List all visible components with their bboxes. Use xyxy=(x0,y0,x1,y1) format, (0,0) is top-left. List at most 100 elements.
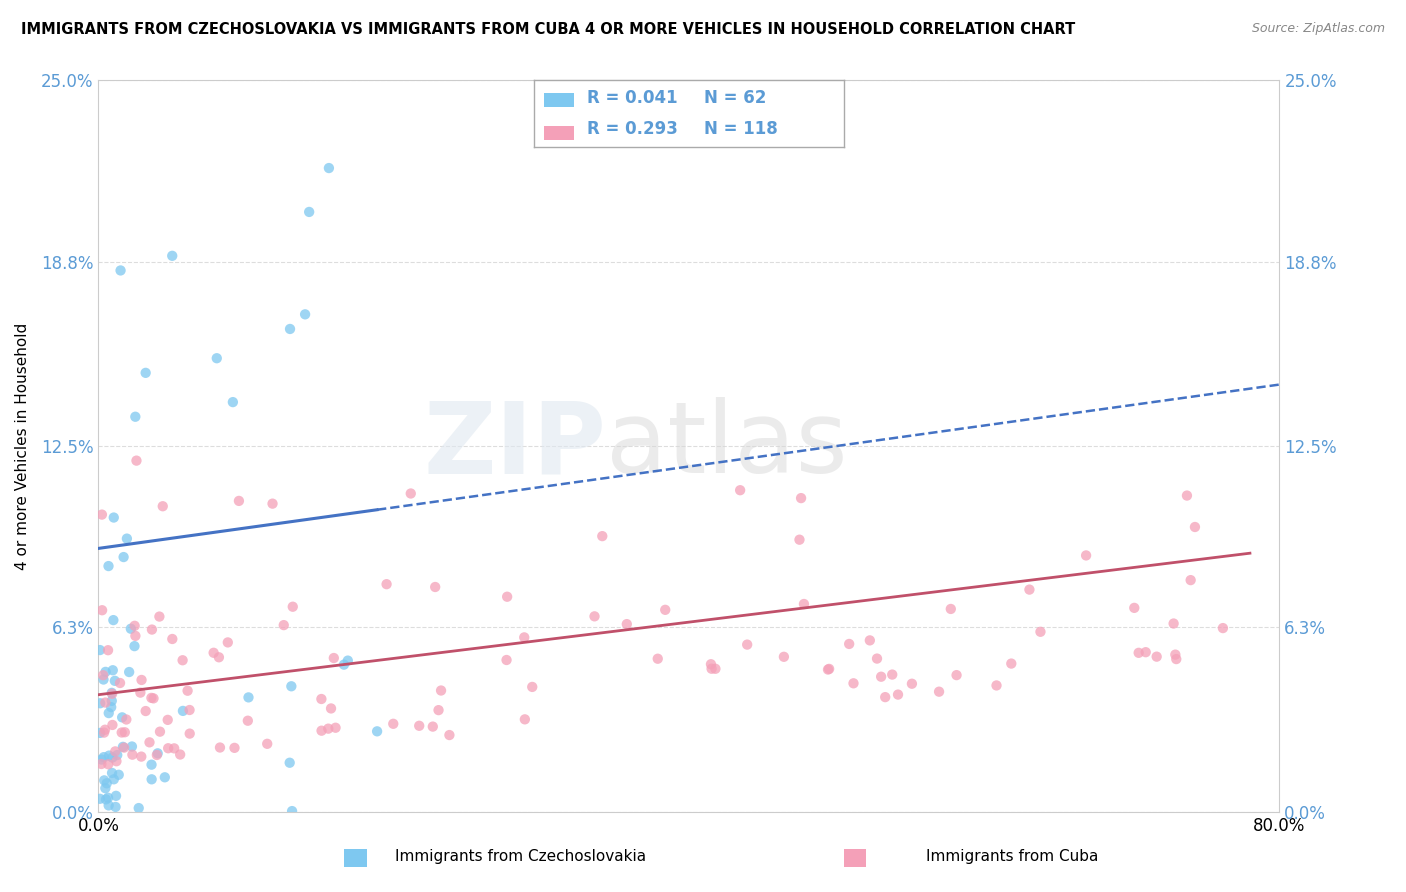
Point xyxy=(382,716,405,731)
Point xyxy=(887,688,910,702)
Point xyxy=(100,686,122,700)
Point xyxy=(89,643,111,657)
Point xyxy=(90,508,112,522)
Point xyxy=(141,623,163,637)
Point xyxy=(162,249,183,263)
Point xyxy=(789,533,811,547)
Point xyxy=(325,721,347,735)
Point xyxy=(105,754,128,768)
Point xyxy=(135,366,157,380)
Point xyxy=(278,756,301,770)
Point xyxy=(1123,600,1146,615)
Point xyxy=(728,483,751,498)
Point xyxy=(281,599,304,614)
Point xyxy=(1029,624,1052,639)
Point xyxy=(366,724,388,739)
Point xyxy=(101,663,124,677)
Point xyxy=(1180,573,1202,587)
Point xyxy=(94,665,117,679)
Point xyxy=(238,690,260,705)
Text: Source: ZipAtlas.com: Source: ZipAtlas.com xyxy=(1251,22,1385,36)
Point xyxy=(179,726,201,740)
Point xyxy=(97,757,120,772)
Point xyxy=(97,798,120,813)
Point xyxy=(114,725,136,739)
Point xyxy=(104,800,127,814)
Point xyxy=(101,687,124,701)
Point xyxy=(153,770,176,784)
Point xyxy=(439,728,461,742)
Point xyxy=(1164,648,1187,662)
Point xyxy=(1212,621,1234,635)
Text: Immigrants from Cuba: Immigrants from Cuba xyxy=(927,849,1098,863)
Point xyxy=(427,703,450,717)
Point xyxy=(1074,549,1097,563)
Point xyxy=(1166,652,1188,666)
Point xyxy=(163,741,186,756)
Point xyxy=(939,602,962,616)
Point xyxy=(103,510,125,524)
Point xyxy=(94,723,117,737)
Text: IMMIGRANTS FROM CZECHOSLOVAKIA VS IMMIGRANTS FROM CUBA 4 OR MORE VEHICLES IN HOU: IMMIGRANTS FROM CZECHOSLOVAKIA VS IMMIGR… xyxy=(21,22,1076,37)
Text: N = 62: N = 62 xyxy=(704,89,766,107)
Point xyxy=(115,532,138,546)
Point xyxy=(121,747,143,762)
Point xyxy=(97,643,120,657)
Point xyxy=(513,631,536,645)
Point xyxy=(422,720,444,734)
Point xyxy=(112,550,135,565)
Point xyxy=(101,718,124,732)
Text: Immigrants from Czechoslovakia: Immigrants from Czechoslovakia xyxy=(395,849,645,863)
Point xyxy=(859,633,882,648)
Point xyxy=(1146,649,1168,664)
Point xyxy=(495,653,517,667)
Bar xyxy=(544,93,575,107)
Point xyxy=(105,747,128,762)
Point xyxy=(208,650,231,665)
Point xyxy=(735,638,758,652)
Point xyxy=(100,700,122,714)
Point xyxy=(322,651,344,665)
Point xyxy=(1184,520,1206,534)
Point xyxy=(817,663,839,677)
Text: ZIP: ZIP xyxy=(423,398,606,494)
Point xyxy=(311,692,333,706)
Point xyxy=(129,749,152,764)
Point xyxy=(101,750,124,764)
Point xyxy=(111,710,134,724)
Point xyxy=(124,629,146,643)
Point xyxy=(870,670,893,684)
Point xyxy=(172,704,194,718)
Point xyxy=(142,691,165,706)
Point xyxy=(97,706,120,720)
Point xyxy=(94,781,117,796)
Point xyxy=(278,322,301,336)
Text: R = 0.293: R = 0.293 xyxy=(586,120,678,138)
Point xyxy=(375,577,398,591)
Point xyxy=(101,766,124,780)
Point xyxy=(294,307,316,321)
Point xyxy=(179,703,201,717)
Point xyxy=(108,676,131,690)
Point xyxy=(131,673,153,687)
Point xyxy=(901,677,924,691)
Point xyxy=(513,712,536,726)
Point xyxy=(298,205,321,219)
Point xyxy=(316,722,339,736)
Point xyxy=(224,740,246,755)
Point xyxy=(318,161,340,175)
Point xyxy=(773,649,796,664)
Point xyxy=(105,789,128,803)
Point xyxy=(103,772,125,787)
Point xyxy=(152,500,174,514)
Point xyxy=(162,632,184,646)
Point xyxy=(311,723,333,738)
Point xyxy=(141,772,163,787)
Text: R = 0.041: R = 0.041 xyxy=(586,89,678,107)
Point xyxy=(273,618,295,632)
Point xyxy=(121,739,143,754)
Point xyxy=(425,580,447,594)
Point xyxy=(704,662,727,676)
Point xyxy=(280,679,302,693)
Point xyxy=(172,653,194,667)
